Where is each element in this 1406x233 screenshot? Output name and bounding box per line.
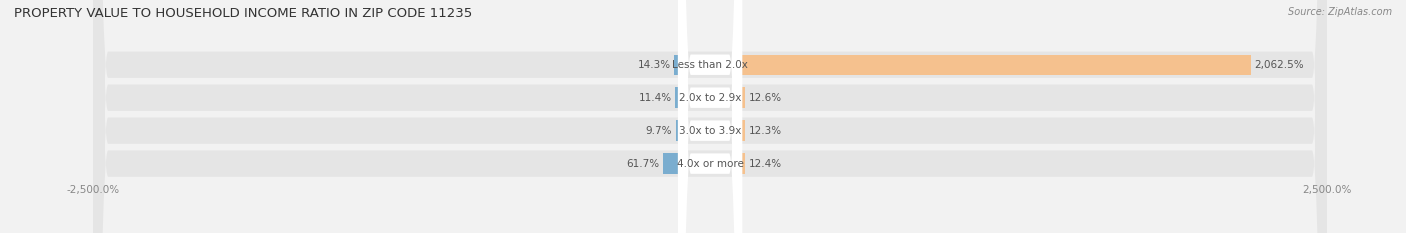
Text: 2.0x to 2.9x: 2.0x to 2.9x bbox=[679, 93, 741, 103]
Text: 2,062.5%: 2,062.5% bbox=[1254, 60, 1305, 70]
Text: 12.4%: 12.4% bbox=[749, 159, 782, 169]
Text: 12.3%: 12.3% bbox=[749, 126, 782, 136]
Text: 14.3%: 14.3% bbox=[637, 60, 671, 70]
Bar bbox=[742, 87, 745, 108]
Text: 9.7%: 9.7% bbox=[645, 126, 672, 136]
Bar bbox=[675, 87, 678, 108]
FancyBboxPatch shape bbox=[93, 0, 1327, 233]
Bar bbox=[662, 153, 678, 174]
Text: 12.6%: 12.6% bbox=[749, 93, 782, 103]
FancyBboxPatch shape bbox=[678, 0, 742, 233]
Text: 61.7%: 61.7% bbox=[626, 159, 659, 169]
FancyBboxPatch shape bbox=[93, 0, 1327, 233]
Bar bbox=[742, 55, 1251, 75]
FancyBboxPatch shape bbox=[93, 0, 1327, 233]
Text: PROPERTY VALUE TO HOUSEHOLD INCOME RATIO IN ZIP CODE 11235: PROPERTY VALUE TO HOUSEHOLD INCOME RATIO… bbox=[14, 7, 472, 20]
FancyBboxPatch shape bbox=[678, 0, 742, 233]
Text: 4.0x or more: 4.0x or more bbox=[676, 159, 744, 169]
Text: 11.4%: 11.4% bbox=[638, 93, 672, 103]
Bar bbox=[675, 120, 678, 141]
Text: Source: ZipAtlas.com: Source: ZipAtlas.com bbox=[1288, 7, 1392, 17]
Text: Less than 2.0x: Less than 2.0x bbox=[672, 60, 748, 70]
Bar bbox=[675, 55, 678, 75]
FancyBboxPatch shape bbox=[93, 0, 1327, 233]
Bar bbox=[742, 153, 745, 174]
Bar bbox=[742, 120, 745, 141]
FancyBboxPatch shape bbox=[678, 0, 742, 233]
FancyBboxPatch shape bbox=[678, 0, 742, 233]
Text: 3.0x to 3.9x: 3.0x to 3.9x bbox=[679, 126, 741, 136]
